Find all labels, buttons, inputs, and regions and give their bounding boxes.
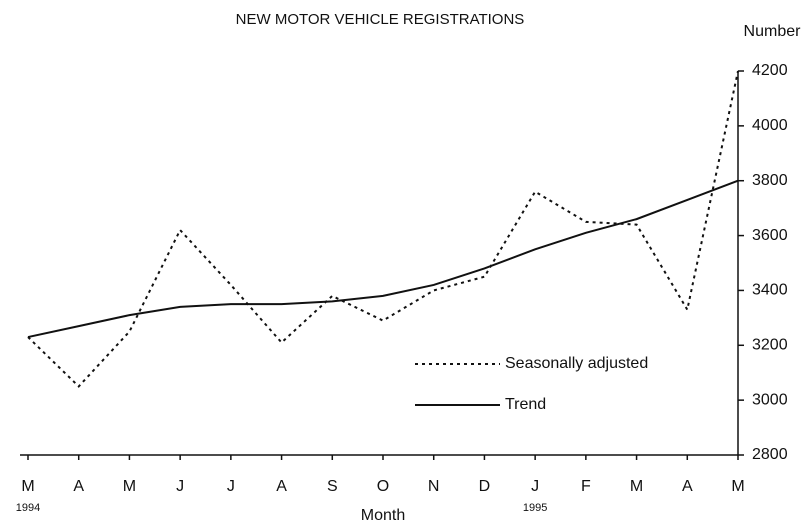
x-tick-label: A	[73, 478, 84, 495]
x-tick-label: M	[731, 478, 744, 495]
x-tick-label: M	[21, 478, 34, 495]
y-tick-label: 2800	[752, 446, 788, 463]
x-sublabel: 1994	[16, 502, 40, 514]
series-line	[27, 70, 739, 388]
legend-label: Seasonally adjusted	[505, 355, 648, 372]
x-tick-label: S	[327, 478, 338, 495]
x-sublabel: 1995	[523, 502, 547, 514]
y-tick-label: 3800	[752, 172, 788, 189]
y-axis-label: Number	[744, 23, 802, 40]
x-tick-label: M	[123, 478, 136, 495]
x-axis-label: Month	[361, 507, 405, 524]
x-tick-label: M	[630, 478, 643, 495]
x-tick-label: A	[276, 478, 287, 495]
y-tick-label: 4200	[752, 62, 788, 79]
y-tick-label: 3200	[752, 337, 788, 354]
series-line	[27, 179, 739, 339]
y-tick-label: 4000	[752, 117, 788, 134]
x-tick-label: J	[531, 478, 539, 495]
legend-label: Trend	[505, 396, 546, 413]
y-tick-label: 3400	[752, 282, 788, 299]
x-tick-label: D	[479, 478, 491, 495]
chart-title: NEW MOTOR VEHICLE REGISTRATIONS	[236, 11, 525, 28]
y-tick-label: 3600	[752, 227, 788, 244]
x-tick-label: O	[377, 478, 389, 495]
x-tick-label: A	[682, 478, 693, 495]
x-tick-label: F	[581, 478, 591, 495]
y-tick-label: 3000	[752, 391, 788, 408]
x-tick-label: J	[227, 478, 235, 495]
x-tick-label: N	[428, 478, 440, 495]
x-tick-label: J	[176, 478, 184, 495]
